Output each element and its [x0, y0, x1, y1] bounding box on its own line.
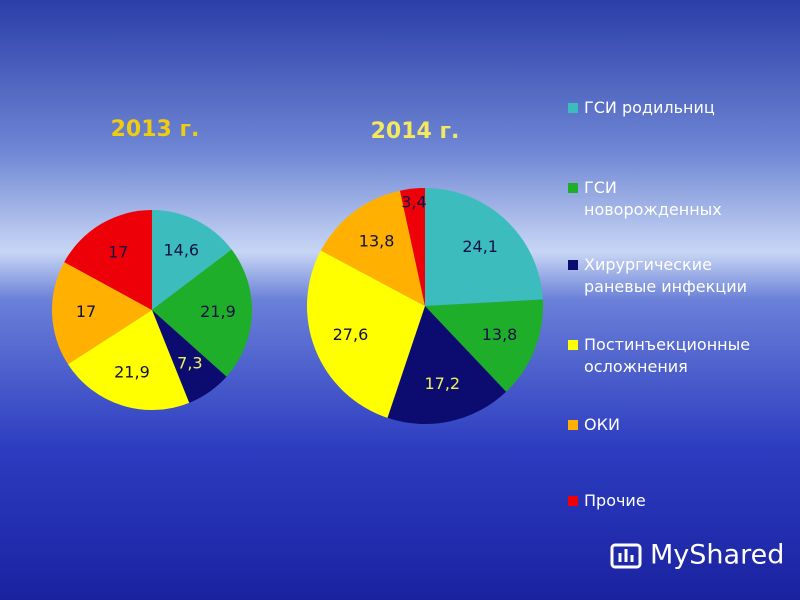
pie-slice	[152, 310, 227, 403]
legend-label: ОКИ	[584, 415, 620, 434]
legend-item: ГСИ родильниц	[568, 97, 758, 119]
legend-item: Постинъекционные осложнения	[568, 334, 758, 378]
data-label: 17	[76, 302, 96, 321]
legend-label: ГСИ новорожденных	[584, 178, 722, 219]
data-label: 17	[108, 243, 128, 262]
legend-item: ОКИ	[568, 414, 758, 436]
pie-slice	[67, 310, 190, 410]
pie-slice	[399, 188, 425, 306]
data-label: 13,8	[482, 325, 518, 344]
pie-slice	[425, 299, 543, 392]
legend-label: Прочие	[584, 491, 646, 510]
legend-item: ГСИ новорожденных	[568, 177, 758, 221]
legend-label: ГСИ родильниц	[584, 98, 715, 117]
pie-slice	[425, 188, 543, 306]
watermark-logo	[610, 543, 642, 569]
pie-slice	[51, 262, 152, 365]
data-label: 14,6	[163, 240, 199, 259]
legend-item: Прочие	[568, 490, 758, 512]
pie-slice	[64, 210, 152, 310]
legend-swatch	[568, 183, 578, 193]
legend-item: Хирургические раневые инфекции	[568, 254, 758, 298]
data-label: 17,2	[424, 374, 460, 393]
chart-title: 2013 г.	[111, 117, 200, 142]
data-label: 21,9	[114, 362, 150, 381]
legend-swatch	[568, 340, 578, 350]
legend-swatch	[568, 260, 578, 270]
chart-title: 2014 г.	[371, 119, 460, 144]
legend-swatch	[568, 103, 578, 113]
legend-swatch	[568, 496, 578, 506]
watermark: MyShared	[650, 540, 784, 571]
data-label: 27,6	[333, 325, 369, 344]
data-label: 7,3	[177, 354, 202, 373]
legend-label: Постинъекционные осложнения	[584, 335, 751, 376]
legend-swatch	[568, 420, 578, 430]
data-label: 21,9	[200, 302, 236, 321]
data-label: 3,4	[401, 192, 426, 211]
data-label: 24,1	[462, 237, 498, 256]
legend-label: Хирургические раневые инфекции	[584, 255, 747, 296]
data-label: 13,8	[359, 232, 395, 251]
pie-slice	[152, 210, 232, 310]
pie-slice	[387, 306, 507, 424]
pie-slice	[320, 190, 425, 306]
pie-slice	[307, 250, 425, 418]
pie-slice	[152, 249, 252, 377]
